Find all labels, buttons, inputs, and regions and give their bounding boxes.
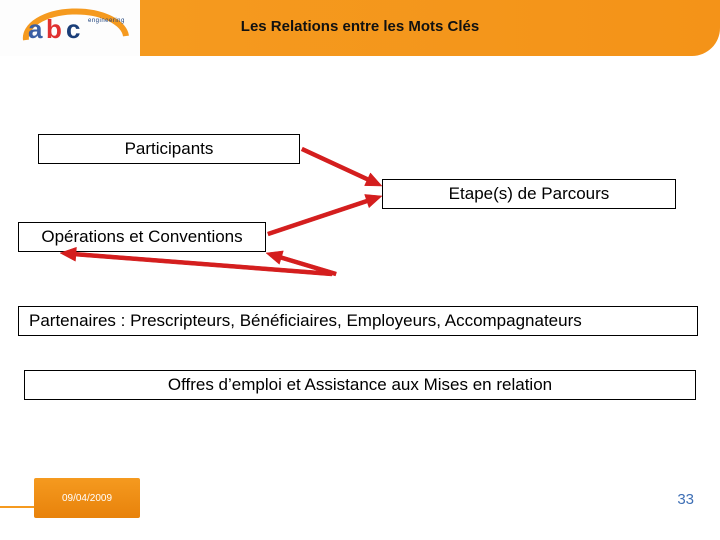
- footer-date-bar: 09/04/2009: [34, 478, 140, 518]
- box-operations-conventions: Opérations et Conventions: [18, 222, 266, 252]
- box-participants: Participants: [38, 134, 300, 164]
- footer-date: 09/04/2009: [62, 493, 112, 504]
- box-partenaires: Partenaires : Prescripteurs, Bénéficiair…: [18, 306, 698, 336]
- box-offres-emploi: Offres d’emploi et Assistance aux Mises …: [24, 370, 696, 400]
- page-title: Les Relations entre les Mots Clés: [0, 0, 720, 35]
- page-number: 33: [677, 491, 694, 508]
- arrows-layer: [0, 0, 720, 540]
- box-etape-parcours: Etape(s) de Parcours: [382, 179, 676, 209]
- header-bar: a b c engineering Les Relations entre le…: [0, 0, 720, 56]
